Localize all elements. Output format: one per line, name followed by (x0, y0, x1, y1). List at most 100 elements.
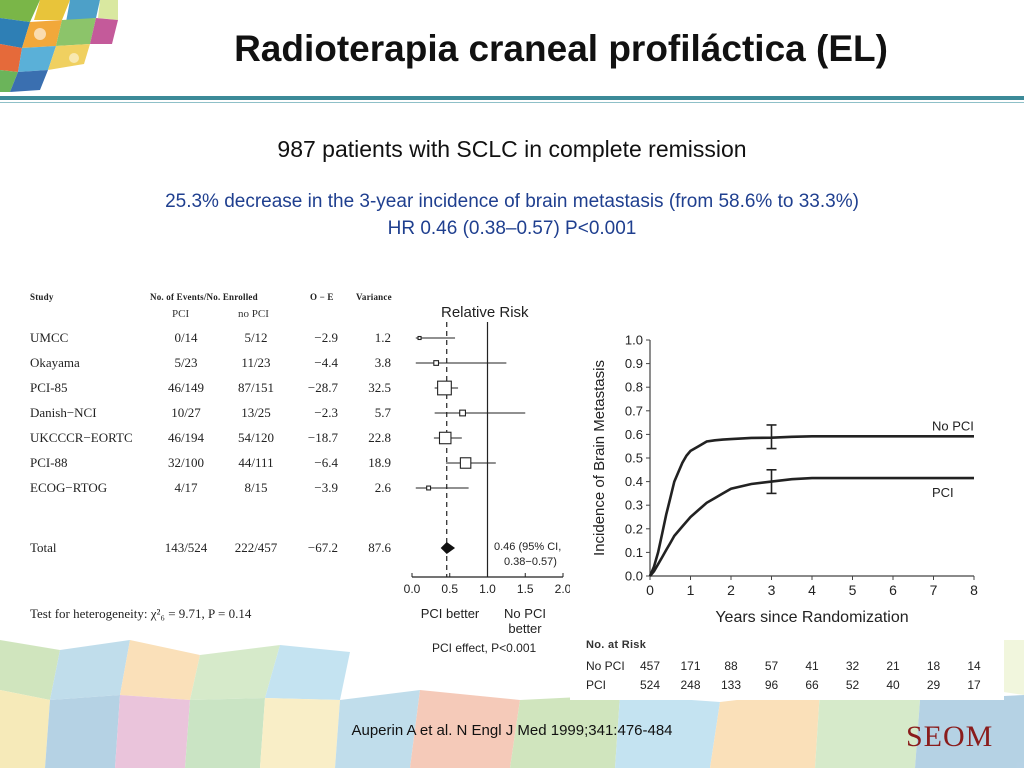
nopci-events: 5/12 (244, 330, 268, 345)
variance: 87.6 (368, 540, 391, 555)
nopci-events: 11/23 (241, 355, 271, 370)
risk-count: 248 (680, 678, 701, 692)
variance-column-header: Variance (356, 292, 392, 302)
finding-line-2: HR 0.46 (0.38–0.57) P<0.001 (387, 218, 637, 239)
km-y-tick-label: 0.8 (625, 380, 643, 395)
slide-title: Radioterapia craneal profiláctica (EL) (234, 28, 888, 69)
km-x-axis-title: Years since Randomization (715, 609, 908, 626)
km-x-tick-label: 1 (687, 582, 695, 598)
km-y-tick-label: 0.2 (625, 521, 643, 536)
km-x-tick-label: 7 (930, 582, 938, 598)
variance: 32.5 (368, 380, 391, 395)
risk-table-header: No. at Risk (586, 639, 647, 651)
km-x-tick-label: 3 (768, 582, 776, 598)
study-name: ECOG−RTOG (30, 480, 108, 495)
km-y-tick-label: 0.9 (625, 356, 643, 371)
nopci-events: 87/151 (237, 380, 275, 395)
km-line-no-pci (648, 435, 974, 577)
study-estimate-box (459, 409, 466, 417)
risk-count: 133 (720, 678, 742, 692)
risk-count: 52 (845, 678, 860, 692)
forest-x-tick-label: 1.5 (516, 582, 534, 596)
km-incidence-chart: 0.0 0.1 0.2 0.3 0.4 0.5 0.6 0.7 0.8 0.9 1.0 0 1 2 3 4 5 6… (591, 333, 978, 627)
nopci-events: 44/111 (238, 455, 274, 470)
study-estimate-box (459, 457, 472, 469)
forest-x-tick-label: 2.0 (554, 582, 572, 596)
km-y-tick-label: 0.6 (625, 427, 643, 442)
total-ci-label-2: 0.38−0.57) (504, 556, 557, 568)
km-x-tick-label: 4 (808, 582, 816, 598)
km-series-label-pci: PCI (932, 485, 954, 500)
o-minus-e: −67.2 (307, 540, 338, 555)
forest-axis-title: Relative Risk (441, 304, 529, 321)
o-minus-e: −2.9 (314, 330, 338, 345)
nopci-events: 54/120 (237, 430, 275, 445)
oe-column-header: O − E (310, 292, 334, 302)
risk-count: 66 (805, 678, 819, 692)
study-name: UMCC (30, 330, 69, 345)
pci-events: 0/14 (174, 330, 198, 345)
heterogeneity-text: Test for heterogeneity: χ²₆ = 9.71, P = … (30, 606, 252, 621)
total-study-name: Total (30, 540, 57, 555)
km-series-label-no-pci: No PCI (932, 418, 974, 433)
pci-better-label: PCI better (420, 606, 480, 621)
risk-count: 457 (639, 659, 661, 673)
risk-count: 40 (886, 678, 900, 692)
km-y-axis-title: Incidence of Brain Metastasis (591, 360, 608, 556)
study-name: PCI-88 (30, 455, 68, 470)
study-estimate-box (426, 485, 432, 491)
study-name: UKCCCR−EORTC (30, 430, 133, 445)
study-name: PCI-85 (30, 380, 68, 395)
o-minus-e: −6.4 (314, 455, 338, 470)
risk-count: 96 (764, 678, 779, 692)
no-pci-better-label: No PCI better (504, 606, 546, 636)
nopci-events: 222/457 (234, 540, 278, 555)
variance: 1.2 (374, 330, 391, 345)
risk-count: 41 (805, 659, 819, 673)
risk-count: 524 (639, 678, 661, 692)
risk-row-label: PCI (586, 678, 607, 692)
seom-logo: SEOM (906, 720, 994, 753)
study-estimate-box (438, 431, 452, 445)
variance: 22.8 (368, 430, 391, 445)
study-estimate-box (417, 335, 422, 341)
km-x-tick-label: 0 (646, 582, 654, 598)
forest-x-tick-label: 0.5 (441, 582, 459, 596)
study-estimate-box (437, 380, 452, 396)
o-minus-e: −18.7 (307, 430, 338, 445)
citation: Auperin A et al. N Engl J Med 1999;341:4… (351, 722, 673, 739)
risk-count: 18 (926, 659, 941, 673)
logo-mosaic-image (0, 0, 118, 96)
risk-count: 21 (886, 659, 900, 673)
km-y-tick-label: 0.4 (625, 474, 643, 489)
subtitle: 987 patients with SCLC in complete remis… (277, 136, 747, 162)
nopci-events: 13/25 (241, 405, 271, 420)
risk-row-label: No PCI (586, 659, 625, 673)
km-y-tick-label: 0.7 (625, 403, 643, 418)
o-minus-e: −3.9 (314, 480, 338, 495)
risk-count: 17 (967, 678, 981, 692)
title-divider-thin (0, 102, 1024, 103)
km-line-pci (649, 476, 974, 577)
pci-events: 5/23 (174, 355, 198, 370)
forest-plot (411, 322, 564, 578)
km-y-tick-label: 0.0 (625, 569, 643, 584)
variance: 3.8 (374, 355, 391, 370)
pci-events: 32/100 (167, 455, 205, 470)
forest-x-tick-label: 1.0 (479, 582, 496, 596)
pci-events: 46/149 (167, 380, 205, 395)
risk-count: 57 (764, 659, 779, 673)
variance: 2.6 (374, 480, 391, 495)
o-minus-e: −2.3 (314, 405, 338, 420)
forest-x-tick-label: 0.0 (403, 582, 421, 596)
finding-line-1: 25.3% decrease in the 3-year incidence o… (165, 191, 859, 212)
study-name: Danish−NCI (30, 405, 97, 420)
km-x-tick-label: 6 (889, 582, 897, 598)
study-estimate-box (433, 360, 440, 366)
risk-count: 171 (680, 659, 701, 673)
km-y-tick-label: 1.0 (625, 333, 643, 348)
km-y-tick-label: 0.5 (625, 451, 643, 466)
km-x-tick-label: 8 (970, 582, 978, 598)
o-minus-e: −4.4 (314, 355, 338, 370)
study-column-header: Study (30, 292, 54, 302)
